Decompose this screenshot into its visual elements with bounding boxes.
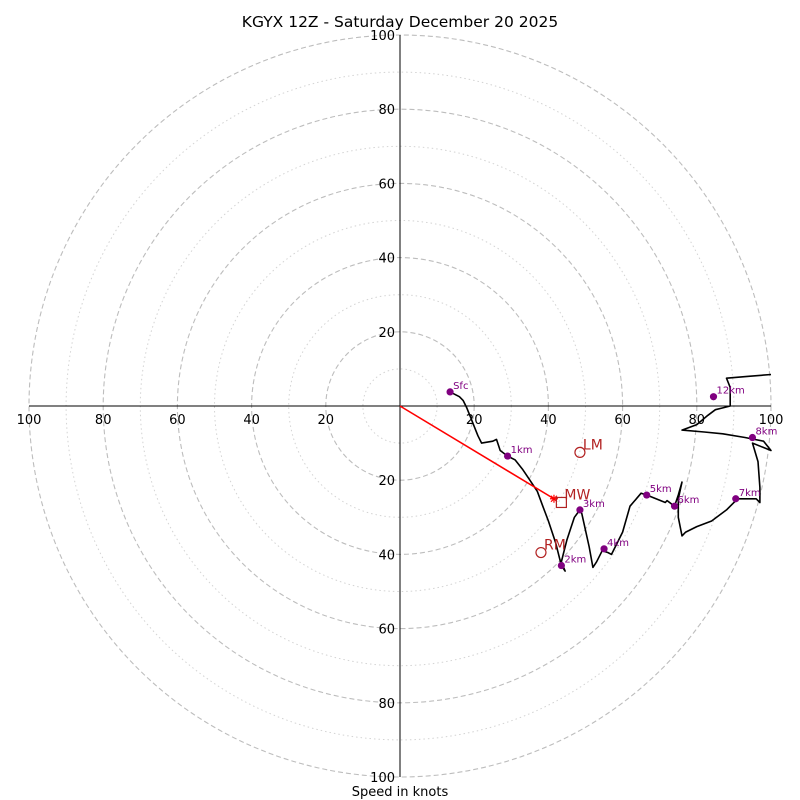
shear-vector-star: [549, 494, 558, 503]
storm-motion-group: LM MW RM: [535, 437, 603, 559]
x-axis-label: Speed in knots: [352, 785, 449, 800]
y-tick-label: 100: [370, 771, 395, 786]
height-marker-label: 7km: [739, 488, 761, 499]
height-marker-label: Sfc: [453, 381, 468, 392]
height-marker-label: 1km: [511, 445, 533, 456]
x-tick-label: 40: [540, 413, 557, 428]
chart-title: KGYX 12Z - Saturday December 20 2025: [242, 13, 558, 31]
hodograph-trace-line: [449, 373, 772, 572]
height-marker-label: 5km: [650, 484, 672, 495]
x-tick-label: 100: [17, 413, 42, 428]
shear-vector-line: [399, 405, 555, 500]
storm-motion-marker: [555, 496, 567, 509]
hodograph-trace-group: [449, 373, 772, 572]
storm-motion-label: MW: [564, 487, 590, 503]
height-marker-group: Sfc 1km 2km 3km 4km 5km 6km 7km 8km 12km: [446, 381, 777, 570]
y-tick-label: 80: [378, 103, 395, 118]
tick-label-group: 100 80 60 40 20 20 40 60 80 100100806040202040608…: [17, 29, 784, 786]
x-tick-label: 80: [95, 413, 112, 428]
height-marker-label: 12km: [716, 386, 744, 397]
y-tick-label: 40: [378, 252, 395, 267]
y-tick-label: 20: [378, 474, 395, 489]
y-tick-label: 100: [370, 29, 395, 44]
height-marker-dot: [732, 495, 740, 503]
height-marker-label: 4km: [607, 538, 629, 549]
height-marker-label: 2km: [564, 555, 586, 566]
x-tick-label: 40: [243, 413, 260, 428]
height-marker-dot: [748, 433, 757, 442]
height-marker-dot: [446, 388, 454, 396]
y-tick-label: 60: [378, 177, 395, 192]
storm-motion-label: RM: [544, 538, 566, 554]
height-marker-dot: [557, 561, 565, 570]
shear-vector-group: [399, 405, 558, 503]
height-marker-label: 6km: [678, 495, 700, 506]
height-marker-dot: [503, 452, 512, 460]
y-tick-label: 60: [378, 623, 395, 638]
x-tick-label: 60: [169, 413, 186, 428]
y-tick-label: 40: [378, 548, 395, 563]
height-marker-dot: [670, 502, 679, 510]
storm-motion-marker: [535, 546, 547, 559]
height-marker-dot: [576, 506, 584, 514]
height-marker-label: 3km: [583, 499, 605, 510]
y-tick-label: 80: [378, 697, 395, 712]
height-marker-label: 8km: [755, 427, 777, 438]
x-tick-label: 100: [759, 413, 784, 428]
storm-motion-marker: [574, 446, 586, 458]
height-marker-dot: [600, 545, 608, 553]
y-tick-label: 20: [378, 326, 395, 341]
x-tick-label: 60: [614, 413, 631, 428]
height-marker-dot: [709, 393, 718, 401]
height-marker-dot: [643, 491, 651, 499]
storm-motion-label: LM: [583, 437, 603, 453]
x-tick-label: 20: [318, 413, 335, 428]
x-tick-label: 80: [689, 413, 706, 428]
